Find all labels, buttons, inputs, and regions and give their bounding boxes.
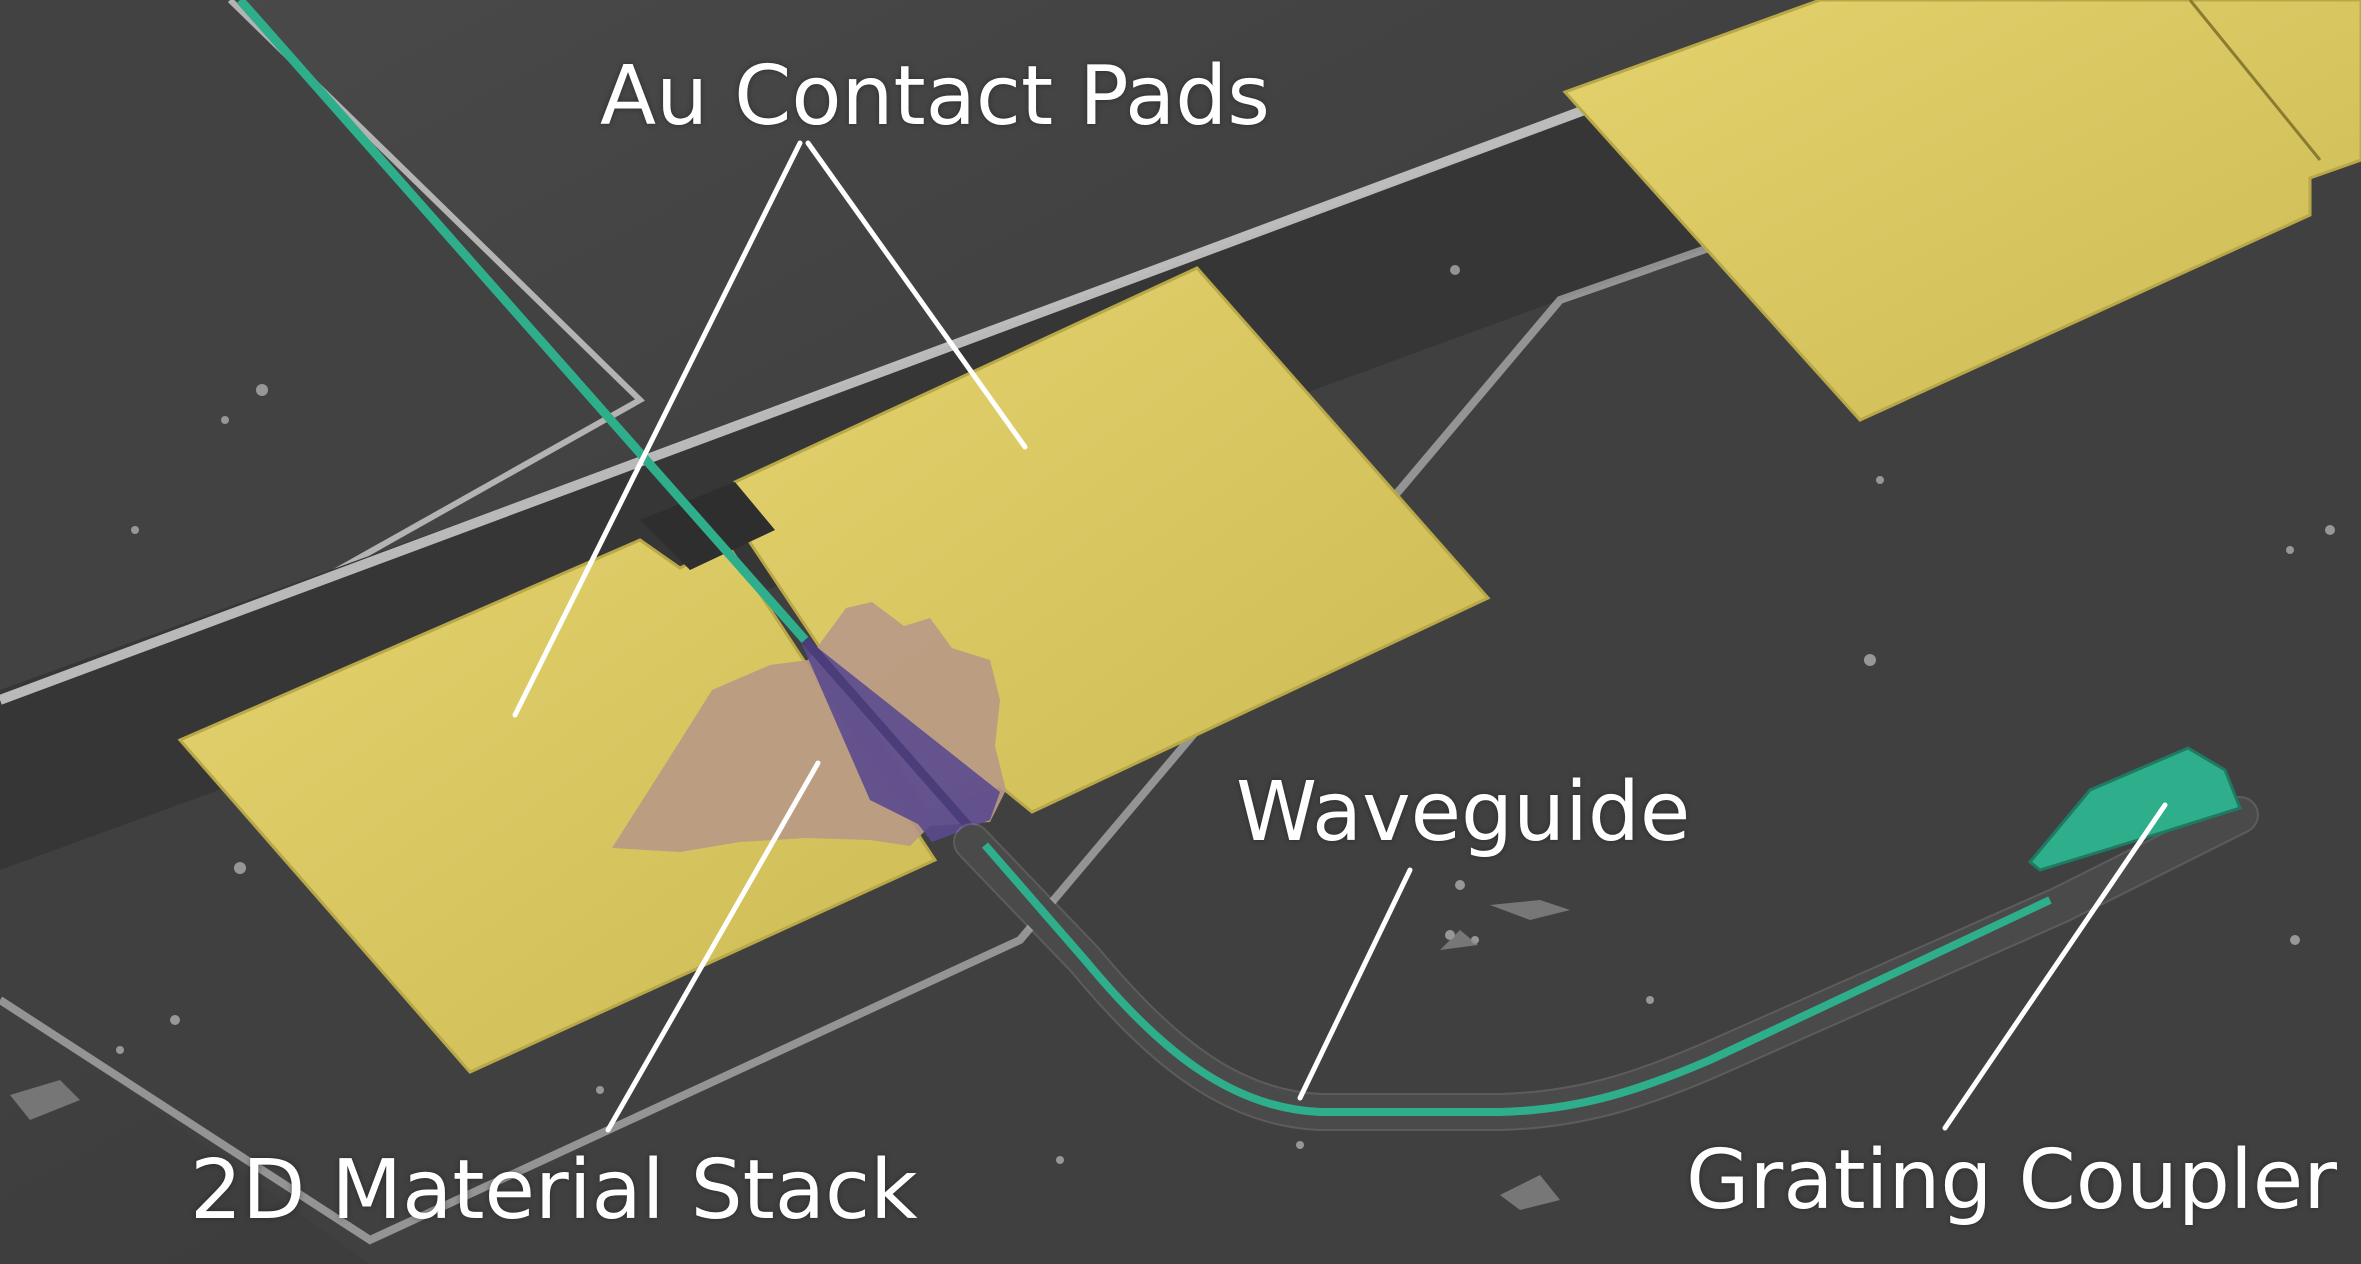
debris-flakes: [10, 900, 1570, 1210]
grating-coupler: [2027, 746, 2242, 872]
waveguide-leader: [1297, 867, 1413, 1101]
upper-left-raised-region: [0, 0, 640, 760]
label-au-contact-pads: Au Contact Pads: [600, 49, 1271, 144]
annotation-lines: [512, 140, 2168, 1133]
top-trench-edge-upper: [0, 0, 1882, 705]
label-grating-coupler: Grating Coupler: [1686, 1133, 2337, 1228]
waveguide-upper-segment: [236, 0, 809, 643]
pads-leader-left: [512, 140, 803, 718]
gold-pad-upper-right-seam: [2188, 0, 2322, 161]
waveguide-lower-segment: [981, 842, 2052, 1116]
waveguide-overlap-segment: [801, 637, 989, 848]
gold-pad-upper-right: [1562, 0, 2361, 422]
label-waveguide: Waveguide: [1236, 765, 1691, 860]
stack-leader: [605, 760, 821, 1133]
label-2d-material-stack: 2D Material Stack: [190, 1143, 918, 1238]
pads-leader-right: [805, 140, 1028, 450]
grating-leader: [1942, 802, 2168, 1131]
